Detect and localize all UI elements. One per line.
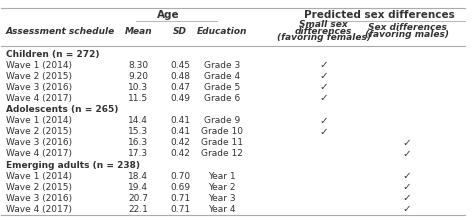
Text: ✓: ✓ [319, 71, 328, 81]
Text: 14.4: 14.4 [128, 116, 148, 125]
Text: Emerging adults (n = 238): Emerging adults (n = 238) [6, 161, 140, 170]
Text: Grade 6: Grade 6 [203, 94, 240, 103]
Text: 0.45: 0.45 [170, 61, 190, 70]
Text: 0.71: 0.71 [170, 194, 190, 203]
Text: Grade 11: Grade 11 [201, 138, 243, 147]
Text: Children (n = 272): Children (n = 272) [6, 50, 100, 59]
Text: Grade 10: Grade 10 [201, 127, 243, 136]
Text: Wave 1 (2014): Wave 1 (2014) [6, 172, 72, 181]
Text: (favoring females): (favoring females) [277, 33, 371, 42]
Text: ✓: ✓ [319, 116, 328, 126]
Text: Grade 3: Grade 3 [203, 61, 240, 70]
Text: Age: Age [157, 10, 180, 20]
Text: 9.20: 9.20 [128, 72, 148, 81]
Text: 0.49: 0.49 [170, 94, 190, 103]
Text: Year 2: Year 2 [208, 183, 236, 192]
Text: ✓: ✓ [403, 182, 411, 192]
Text: 19.4: 19.4 [128, 183, 148, 192]
Text: ✓: ✓ [319, 82, 328, 92]
Text: 15.3: 15.3 [128, 127, 148, 136]
Text: Year 1: Year 1 [208, 172, 236, 181]
Text: (favoring males): (favoring males) [365, 30, 449, 39]
Text: ✓: ✓ [403, 171, 411, 181]
Text: 0.71: 0.71 [170, 205, 190, 214]
Text: Education: Education [197, 27, 247, 36]
Text: 0.48: 0.48 [170, 72, 190, 81]
Text: 0.41: 0.41 [170, 127, 190, 136]
Text: Year 4: Year 4 [208, 205, 236, 214]
Text: 11.5: 11.5 [128, 94, 148, 103]
Text: Wave 3 (2016): Wave 3 (2016) [6, 83, 72, 92]
Text: Grade 4: Grade 4 [204, 72, 240, 81]
Text: Wave 2 (2015): Wave 2 (2015) [6, 183, 72, 192]
Text: Adolescents (n = 265): Adolescents (n = 265) [6, 105, 118, 114]
Text: Wave 3 (2016): Wave 3 (2016) [6, 138, 72, 147]
Text: Predicted sex differences: Predicted sex differences [304, 10, 455, 20]
Text: ✓: ✓ [403, 149, 411, 159]
Text: Grade 9: Grade 9 [203, 116, 240, 125]
Text: Assessment schedule: Assessment schedule [6, 27, 115, 36]
Text: differences: differences [295, 27, 353, 36]
Text: ✓: ✓ [319, 127, 328, 137]
Text: ✓: ✓ [403, 204, 411, 214]
Text: Grade 5: Grade 5 [203, 83, 240, 92]
Text: 0.70: 0.70 [170, 172, 190, 181]
Text: 17.3: 17.3 [128, 149, 148, 158]
Text: Grade 12: Grade 12 [201, 149, 243, 158]
Text: Sex differences: Sex differences [368, 24, 447, 33]
Text: 16.3: 16.3 [128, 138, 148, 147]
Text: 10.3: 10.3 [128, 83, 148, 92]
Text: ✓: ✓ [403, 138, 411, 148]
Text: 18.4: 18.4 [128, 172, 148, 181]
Text: 0.47: 0.47 [170, 83, 190, 92]
Text: SD: SD [173, 27, 187, 36]
Text: 22.1: 22.1 [128, 205, 148, 214]
Text: Wave 3 (2016): Wave 3 (2016) [6, 194, 72, 203]
Text: Wave 4 (2017): Wave 4 (2017) [6, 205, 72, 214]
Text: Wave 2 (2015): Wave 2 (2015) [6, 127, 72, 136]
Text: 0.69: 0.69 [170, 183, 190, 192]
Text: Wave 1 (2014): Wave 1 (2014) [6, 61, 72, 70]
Text: 0.42: 0.42 [170, 149, 190, 158]
Text: 8.30: 8.30 [128, 61, 148, 70]
Text: Small sex: Small sex [300, 20, 348, 29]
Text: Wave 4 (2017): Wave 4 (2017) [6, 149, 72, 158]
Text: Wave 2 (2015): Wave 2 (2015) [6, 72, 72, 81]
Text: 0.42: 0.42 [170, 138, 190, 147]
Text: ✓: ✓ [319, 60, 328, 70]
Text: Year 3: Year 3 [208, 194, 236, 203]
Text: Wave 4 (2017): Wave 4 (2017) [6, 94, 72, 103]
Text: 20.7: 20.7 [128, 194, 148, 203]
Text: 0.41: 0.41 [170, 116, 190, 125]
Text: ✓: ✓ [403, 193, 411, 203]
Text: Wave 1 (2014): Wave 1 (2014) [6, 116, 72, 125]
Text: ✓: ✓ [319, 94, 328, 103]
Text: Mean: Mean [124, 27, 152, 36]
